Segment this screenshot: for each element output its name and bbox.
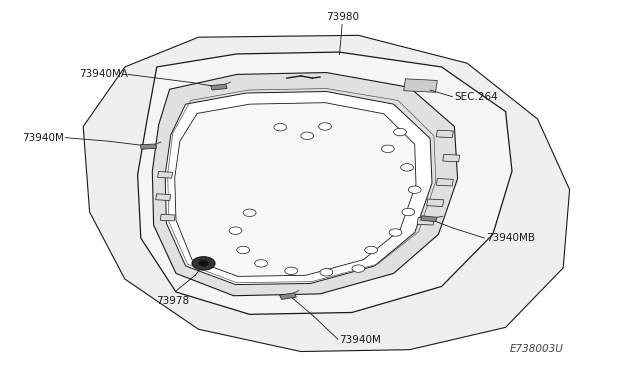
Circle shape xyxy=(229,227,242,234)
Polygon shape xyxy=(417,218,434,225)
Circle shape xyxy=(285,267,298,275)
Circle shape xyxy=(198,260,209,266)
Circle shape xyxy=(402,208,415,216)
Text: E738003U: E738003U xyxy=(509,344,563,354)
Text: 73940MA: 73940MA xyxy=(79,70,128,79)
Circle shape xyxy=(401,164,413,171)
Circle shape xyxy=(381,145,394,153)
Text: 73940MB: 73940MB xyxy=(486,233,536,243)
Polygon shape xyxy=(83,35,570,352)
Circle shape xyxy=(389,229,402,236)
Polygon shape xyxy=(211,84,227,90)
Polygon shape xyxy=(160,214,175,221)
Circle shape xyxy=(352,265,365,272)
Polygon shape xyxy=(443,154,460,162)
Circle shape xyxy=(319,123,332,130)
Polygon shape xyxy=(165,92,432,285)
Polygon shape xyxy=(436,179,453,186)
Polygon shape xyxy=(138,52,512,314)
Text: SEC.264: SEC.264 xyxy=(454,92,498,102)
Polygon shape xyxy=(141,144,156,149)
Circle shape xyxy=(408,186,421,193)
Circle shape xyxy=(320,269,333,276)
Polygon shape xyxy=(152,73,458,296)
Polygon shape xyxy=(280,293,296,299)
Circle shape xyxy=(301,132,314,140)
Circle shape xyxy=(192,257,215,270)
Circle shape xyxy=(274,124,287,131)
Polygon shape xyxy=(157,171,173,178)
Circle shape xyxy=(394,128,406,136)
Circle shape xyxy=(237,246,250,254)
Circle shape xyxy=(243,209,256,217)
Text: 73940M: 73940M xyxy=(339,336,381,345)
Circle shape xyxy=(365,246,378,254)
Polygon shape xyxy=(175,103,416,276)
Polygon shape xyxy=(427,199,444,206)
Polygon shape xyxy=(420,216,437,222)
Polygon shape xyxy=(436,130,453,138)
Polygon shape xyxy=(404,79,437,92)
Text: 73978: 73978 xyxy=(156,296,189,306)
Circle shape xyxy=(255,260,268,267)
Text: 73940M: 73940M xyxy=(22,133,64,142)
Text: 73980: 73980 xyxy=(326,12,359,22)
Polygon shape xyxy=(156,194,171,201)
